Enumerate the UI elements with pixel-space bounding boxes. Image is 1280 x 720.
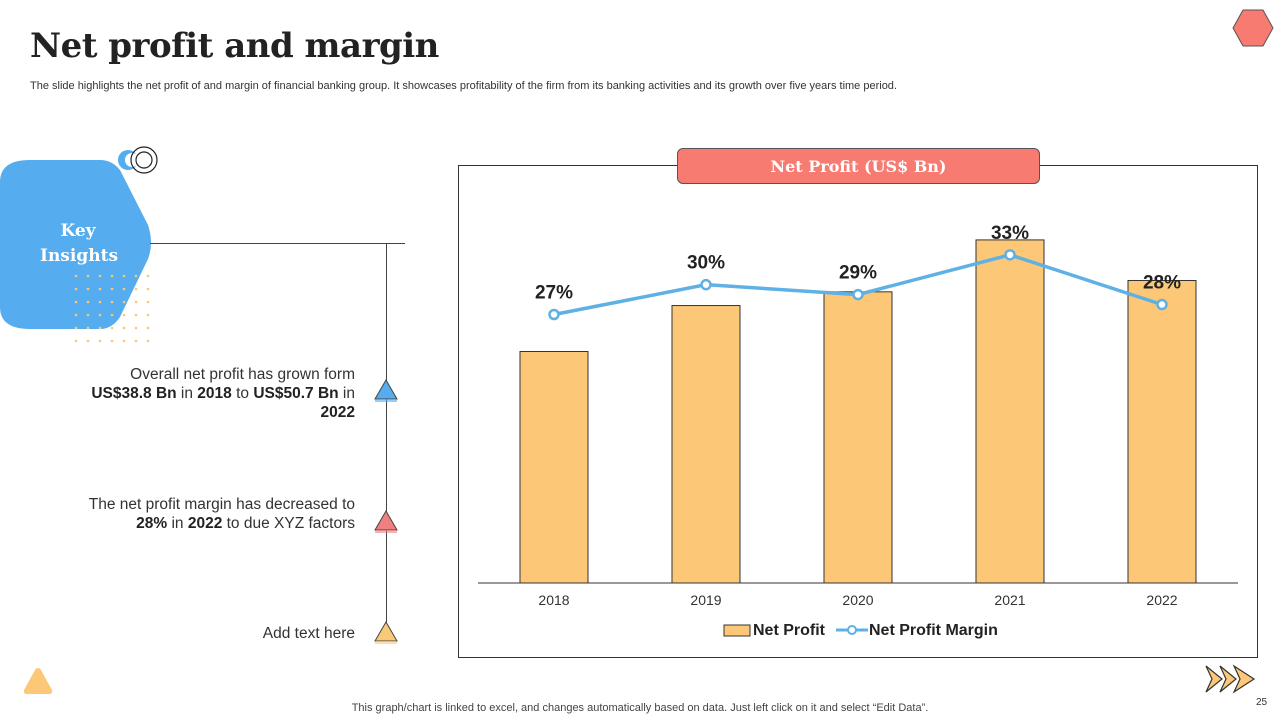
insight-text-2: The net profit margin has decreased to 2…: [75, 495, 355, 533]
margin-data-label: 28%: [1143, 273, 1181, 294]
footer-note: This graph/chart is linked to excel, and…: [351, 702, 929, 714]
margin-data-label: 33%: [991, 223, 1029, 244]
insight-highlight: US$38.8 Bn: [91, 385, 177, 402]
insight-text-3: Add text here: [75, 624, 355, 643]
bar-2019: [671, 305, 741, 584]
bar-2018: [519, 350, 589, 584]
hexagon-icon: [1232, 9, 1274, 47]
timeline-vertical-line: [386, 243, 387, 633]
insight-fragment: to due XYZ factors: [222, 515, 355, 532]
insights-badge-shape: [0, 160, 151, 329]
insight-fragment: Add text here: [262, 625, 355, 642]
triangle-marker-icon: [374, 379, 398, 402]
margin-point: [548, 308, 560, 321]
chart-title: Net Profit (US$ Bn): [677, 148, 1040, 184]
insight-highlight: US$50.7 Bn: [253, 385, 339, 402]
next-arrows-icon[interactable]: [1204, 662, 1260, 696]
insight-fragment: in: [167, 515, 188, 532]
insight-highlight: 28%: [136, 515, 168, 532]
page-subtitle: The slide highlights the net profit of a…: [30, 80, 897, 92]
margin-point: [852, 288, 864, 301]
insight-fragment: Overall net profit has grown form: [130, 366, 355, 383]
insight-text-1: Overall net profit has grown form US$38.…: [75, 365, 355, 422]
connector-horizontal-line: [150, 243, 405, 244]
bar-2020: [823, 291, 893, 584]
insight-highlight: 2022: [187, 515, 223, 532]
x-tick-label: 2022: [1146, 592, 1177, 608]
margin-point: [1004, 249, 1016, 261]
margin-data-label: 27%: [535, 283, 573, 304]
x-tick-label: 2021: [994, 592, 1025, 608]
page-title: Net profit and margin: [30, 26, 439, 66]
bar-2021: [975, 239, 1045, 584]
dot-pattern-decoration: [74, 274, 150, 343]
margin-point: [1156, 298, 1168, 311]
insight-fragment: The net profit margin has decreased to: [88, 496, 355, 513]
triangle-marker-icon: [374, 621, 398, 644]
x-tick-label: 2018: [538, 592, 569, 608]
x-tick-label: 2020: [842, 592, 873, 608]
insights-label: Key Insights: [40, 221, 119, 266]
legend-label: Net Profit: [753, 622, 826, 639]
insight-highlight: 2022: [320, 404, 355, 421]
legend-label: Net Profit Margin: [869, 622, 998, 639]
insight-highlight: 2018: [197, 385, 232, 402]
target-rings-icon: [118, 146, 158, 174]
margin-point: [700, 278, 712, 291]
page-number: 25: [1256, 697, 1268, 708]
triangle-marker-icon: [374, 510, 398, 533]
insight-fragment: in: [176, 385, 198, 402]
triangle-decoration-icon: [23, 668, 53, 694]
margin-data-label: 30%: [687, 253, 725, 274]
legend-line-marker: [847, 625, 857, 635]
legend-bar-swatch: [723, 624, 751, 637]
insight-fragment: in: [338, 385, 355, 402]
insight-fragment: to: [231, 385, 254, 402]
bar-2022: [1127, 279, 1197, 584]
margin-data-label: 29%: [839, 263, 877, 284]
x-tick-label: 2019: [690, 592, 721, 608]
net-profit-chart[interactable]: 2018 2019 2020 2021 2022 27% 30% 29% 33% 28% Net P…: [458, 165, 1258, 658]
